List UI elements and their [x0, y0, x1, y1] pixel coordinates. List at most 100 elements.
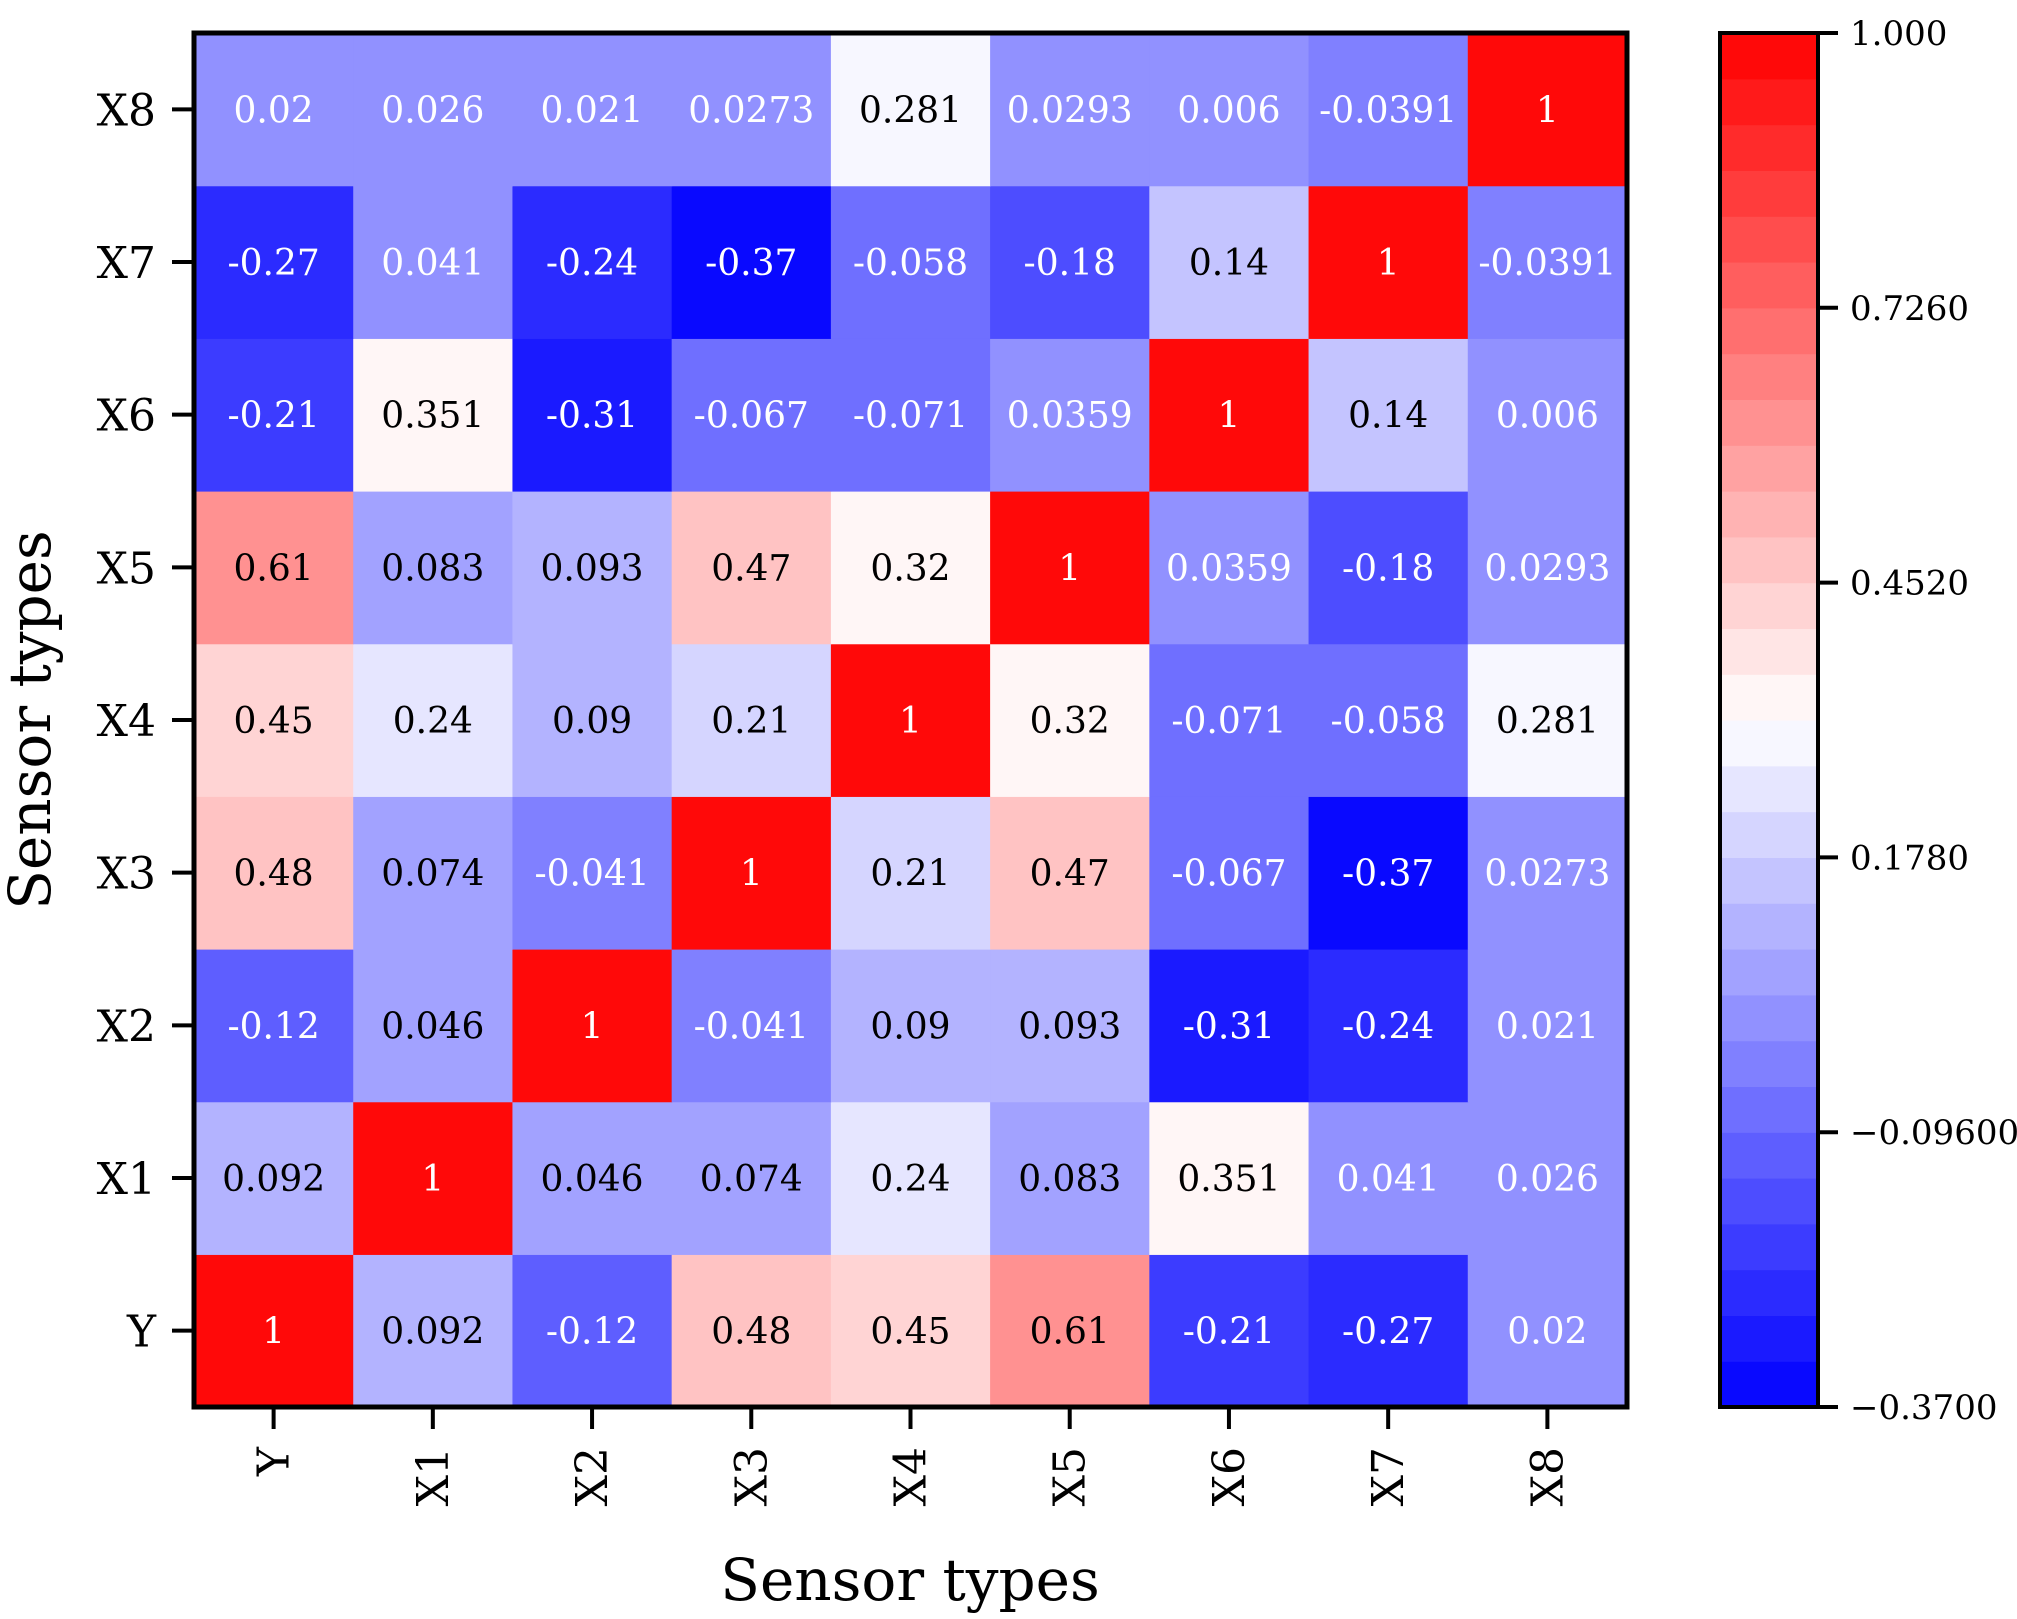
colorbar-segment	[1720, 1315, 1818, 1362]
cell-value-label: 0.351	[1177, 1159, 1280, 1200]
colorbar-tick-label: −0.09600	[1850, 1113, 2017, 1153]
heatmap-cell	[194, 491, 354, 645]
colorbar-segment	[1720, 949, 1818, 996]
cell-value-label: -0.12	[546, 1312, 638, 1353]
cell-value-label: 0.09	[552, 701, 632, 742]
heatmap-cell	[1149, 796, 1310, 950]
heatmap-cell	[671, 185, 832, 339]
cell-value-label: 0.041	[381, 243, 484, 284]
cell-value-label: -0.058	[1331, 701, 1446, 742]
cell-value-label: -0.071	[853, 396, 968, 437]
cell-value-label: -0.071	[1171, 701, 1286, 742]
y-tick-label: X4	[97, 696, 156, 747]
colorbar-segment	[1720, 765, 1818, 813]
cell-value-label: 1	[421, 1159, 444, 1200]
heatmap-cell	[1467, 1101, 1628, 1255]
heatmap-cell	[990, 949, 1150, 1103]
cell-value-label: -0.0391	[1319, 90, 1457, 131]
cell-value-label: 0.092	[381, 1312, 484, 1353]
colorbar-segment	[1720, 1040, 1818, 1087]
y-tick-label: X2	[97, 1001, 156, 1052]
cell-value-label: 0.48	[711, 1312, 791, 1353]
cell-value-label: 0.61	[1030, 1312, 1110, 1353]
cell-value-label: 0.14	[1189, 243, 1269, 284]
colorbar-tick-label: 0.7260	[1850, 289, 1969, 329]
heatmap-cell	[512, 1101, 673, 1255]
cell-value-label: 0.074	[700, 1159, 803, 1200]
colorbar-segment	[1720, 582, 1818, 629]
heatmap-cell	[512, 185, 673, 339]
cell-value-label: 0.021	[1496, 1006, 1599, 1047]
heatmap-cell	[671, 796, 832, 950]
cell-value-label: 1	[740, 854, 763, 895]
cell-value-label: 0.14	[1348, 396, 1428, 437]
cell-value-label: 0.046	[381, 1006, 484, 1047]
heatmap-cell	[830, 491, 991, 645]
x-tick-label: X8	[1522, 1447, 1573, 1506]
x-tick-label: X7	[1363, 1447, 1414, 1506]
cell-value-label: -0.18	[1342, 548, 1434, 589]
colorbar-segment	[1720, 1086, 1818, 1133]
x-axis-title: Sensor types	[720, 1546, 1100, 1614]
heatmap-cell	[1308, 796, 1469, 950]
cell-value-label: 0.32	[1030, 701, 1110, 742]
cell-value-label: 0.026	[1496, 1159, 1599, 1200]
heatmap-cell	[1308, 33, 1469, 187]
colorbar-segment	[1720, 353, 1818, 400]
heatmap-cell	[512, 338, 673, 492]
cell-value-label: -0.31	[546, 396, 638, 437]
cell-value-label: -0.24	[546, 243, 638, 284]
cell-value-label: 0.24	[393, 701, 473, 742]
heatmap-cell	[1467, 338, 1628, 492]
heatmap-cell	[353, 1254, 514, 1408]
heatmap-cell	[353, 643, 514, 797]
heatmap-cell	[353, 33, 514, 187]
colorbar-segment	[1720, 307, 1818, 355]
heatmap-cell	[990, 338, 1150, 492]
colorbar-segment	[1720, 857, 1818, 904]
heatmap-cell	[1467, 33, 1628, 187]
cell-value-label: -0.0391	[1478, 243, 1616, 284]
colorbar-segment	[1720, 674, 1818, 721]
heatmap-cell	[1467, 949, 1628, 1103]
heatmap-cells	[194, 33, 1628, 1408]
cell-value-label: 0.006	[1177, 90, 1280, 131]
cell-value-label: 0.45	[870, 1312, 950, 1353]
colorbar-segment	[1720, 1132, 1818, 1179]
y-tick-label: X7	[97, 238, 156, 289]
x-tick-label: X3	[726, 1447, 777, 1506]
cell-value-label: 0.21	[870, 854, 950, 895]
heatmap-cell	[1149, 338, 1310, 492]
colorbar-segment	[1720, 124, 1818, 171]
cell-value-label: -0.24	[1342, 1006, 1434, 1047]
colorbar-frame	[1718, 31, 1820, 1409]
cell-value-label: -0.041	[694, 1006, 809, 1047]
cell-value-label: 0.083	[381, 548, 484, 589]
cell-value-label: 0.02	[234, 90, 314, 131]
y-tick-label: X5	[97, 543, 156, 594]
heatmap-cell	[1308, 949, 1469, 1103]
heatmap-cell	[830, 949, 991, 1103]
y-axis-title: Sensor types	[0, 530, 64, 910]
y-tick-label: X1	[97, 1154, 156, 1205]
heatmap-cell	[671, 1101, 832, 1255]
heatmap-cell	[1308, 643, 1469, 797]
heatmap-cell-labels: 1 0.092 -0.12 0.48 0.45 0.61 -0.21 -0.27 0.02 0.0…	[222, 90, 1616, 1352]
heatmap-cell	[1308, 1101, 1469, 1255]
colorbar-segment	[1720, 262, 1818, 309]
heatmap-cell	[671, 491, 832, 645]
heatmap-cell	[512, 949, 673, 1103]
cell-value-label: 0.61	[234, 548, 314, 589]
y-tick-label: Y	[126, 1307, 157, 1358]
heatmap-cell	[990, 491, 1150, 645]
heatmap-cell	[512, 1254, 673, 1408]
heatmap-cell	[1149, 33, 1310, 187]
heatmap-cell	[1149, 949, 1310, 1103]
x-tick-label: X4	[886, 1447, 937, 1506]
heatmap-cell	[194, 338, 354, 492]
heatmap-cell	[353, 949, 514, 1103]
heatmap-cell	[194, 33, 354, 187]
colorbar-segment	[1720, 1269, 1818, 1316]
cell-value-label: 0.0359	[1007, 396, 1133, 437]
x-tick-label: X1	[408, 1447, 459, 1506]
